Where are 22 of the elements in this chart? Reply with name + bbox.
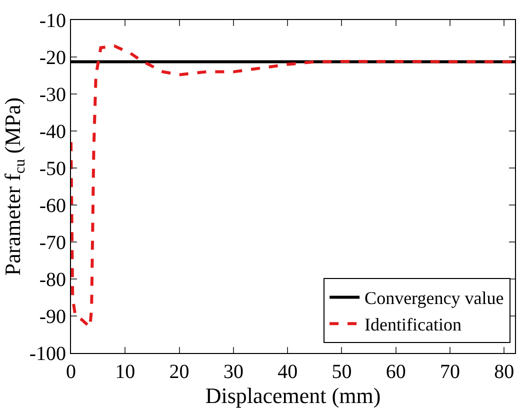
x-tick-label: 30: [223, 361, 244, 383]
x-tick-label: 80: [494, 361, 514, 383]
x-tick-label: 10: [115, 361, 136, 383]
y-tick-label: -40: [39, 121, 66, 143]
legend-label: Identification: [364, 314, 462, 335]
y-tick-label: -70: [39, 232, 66, 254]
legend-label: Convergency value: [364, 288, 504, 308]
y-tick-label: -10: [39, 10, 66, 32]
y-tick-label: -100: [29, 343, 66, 365]
y-tick-label: -20: [39, 47, 66, 69]
x-axis-title: Displacement (mm): [205, 383, 381, 408]
y-tick-label: -80: [39, 269, 66, 291]
x-tick-label: 0: [66, 361, 76, 383]
y-tick-label: -30: [39, 84, 66, 106]
y-tick-label: -50: [39, 158, 66, 180]
x-tick-label: 70: [440, 361, 460, 383]
x-tick-label: 40: [278, 361, 298, 383]
y-tick-label: -90: [39, 306, 66, 328]
y-tick-label: -60: [39, 195, 66, 217]
x-tick-label: 20: [169, 361, 190, 383]
x-tick-label: 60: [386, 361, 406, 383]
x-tick-label: 50: [332, 361, 352, 383]
